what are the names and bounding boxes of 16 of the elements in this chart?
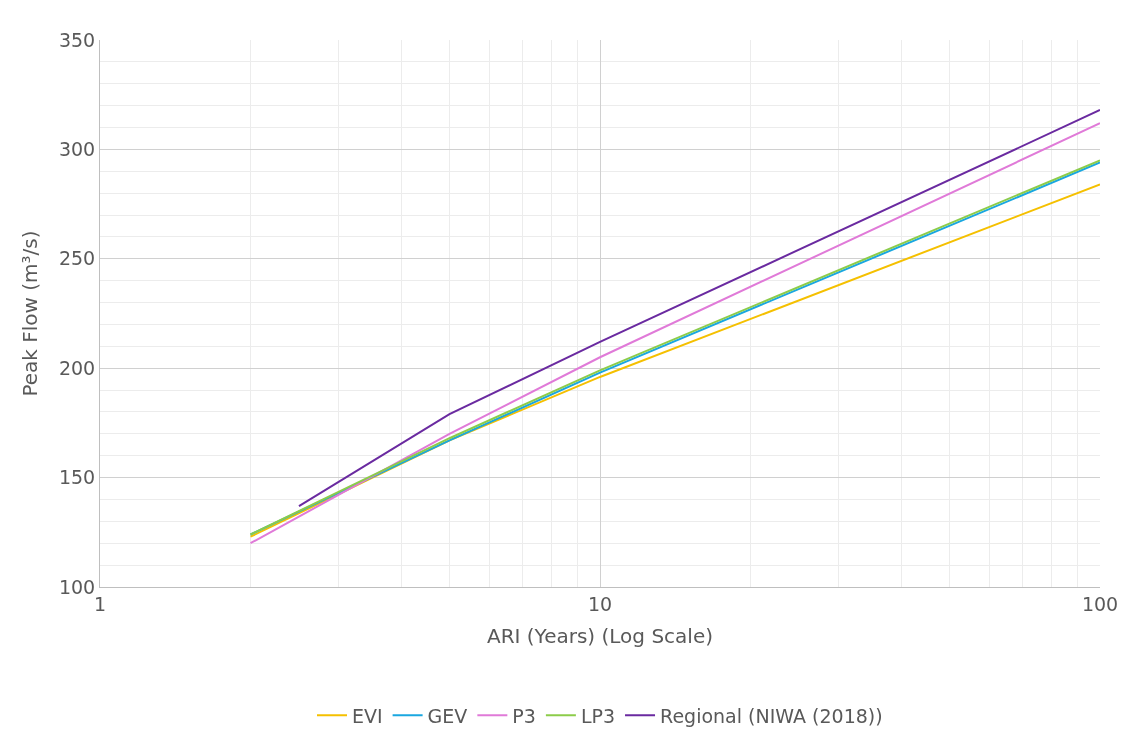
x-tick-label: 1	[93, 592, 107, 615]
legend-label: EVI	[352, 704, 383, 727]
legend-label: LP3	[580, 704, 616, 727]
y-tick-label: 250	[58, 247, 96, 270]
legend-label: P3	[512, 704, 536, 727]
y-tick-label: 300	[58, 138, 96, 161]
y-tick-label: 350	[58, 28, 96, 51]
x-axis-title: ARI (Years) (Log Scale)	[486, 624, 714, 649]
y-tick-label: 150	[58, 466, 96, 489]
y-axis-title: Peak Flow (m³/s)	[18, 230, 43, 397]
y-tick-label: 100	[58, 575, 96, 598]
x-tick-label: 10	[587, 592, 613, 615]
legend-label: Regional (NIWA (2018))	[660, 704, 883, 727]
y-tick-label: 200	[58, 356, 96, 379]
legend-label: GEV	[427, 704, 468, 727]
x-tick-label: 100	[1081, 592, 1119, 615]
